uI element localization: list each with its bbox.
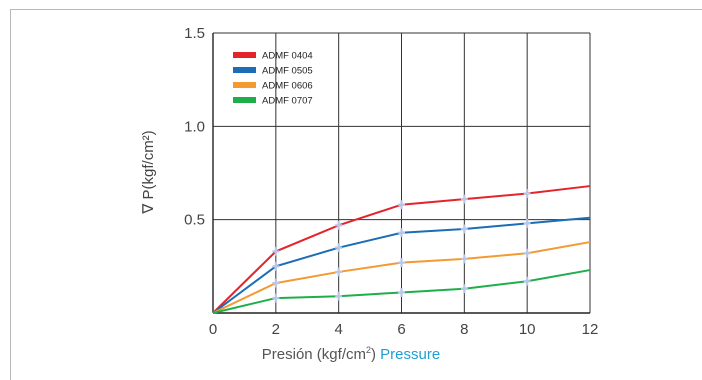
x-axis-label-en: Pressure bbox=[380, 346, 441, 363]
data-point bbox=[398, 258, 405, 268]
x-axis-label: Presión (kgf/cm2) Pressure bbox=[0, 345, 702, 363]
legend-label: ADMF 0606 bbox=[262, 81, 313, 92]
data-point bbox=[398, 228, 405, 238]
data-point bbox=[523, 189, 531, 199]
axes bbox=[212, 33, 590, 314]
legend-label: ADMF 0404 bbox=[262, 51, 313, 62]
legend-swatch bbox=[233, 52, 256, 58]
legend: ADMF 0404 ADMF 0505 ADMF 0606 ADMF 0707 bbox=[233, 51, 313, 107]
y-tick-labels: 1.5 1.0 0.5 bbox=[184, 25, 205, 229]
data-point bbox=[460, 254, 468, 264]
data-point bbox=[398, 200, 405, 210]
legend-swatch bbox=[233, 82, 256, 88]
x-tick-label: 6 bbox=[397, 321, 405, 338]
data-point bbox=[272, 261, 280, 271]
y-tick-label: 1.0 bbox=[184, 118, 205, 135]
data-point bbox=[523, 218, 531, 228]
data-markers bbox=[272, 189, 531, 303]
data-point bbox=[460, 284, 468, 294]
y-axis-label: ∇ P(kgf/cm²) bbox=[140, 130, 157, 214]
x-axis-label-close: ) bbox=[371, 346, 376, 363]
data-point bbox=[272, 278, 280, 288]
data-point bbox=[523, 248, 531, 258]
y-tick-label: 1.5 bbox=[184, 25, 205, 42]
data-point bbox=[335, 220, 343, 230]
x-axis-label-sup: 2 bbox=[365, 345, 371, 355]
data-point bbox=[272, 246, 280, 256]
data-point bbox=[523, 276, 531, 286]
legend-swatch bbox=[233, 67, 256, 73]
data-point bbox=[272, 293, 280, 303]
x-tick-labels: 0 2 4 6 8 10 12 bbox=[209, 321, 599, 338]
data-point bbox=[460, 194, 468, 204]
legend-swatch bbox=[233, 97, 256, 103]
x-tick-label: 10 bbox=[519, 321, 536, 338]
legend-label: ADMF 0707 bbox=[262, 96, 313, 107]
data-point bbox=[460, 224, 468, 234]
x-tick-label: 8 bbox=[460, 321, 468, 338]
legend-label: ADMF 0505 bbox=[262, 66, 313, 77]
y-tick-label: 0.5 bbox=[184, 212, 205, 229]
x-axis-label-es: Presión (kgf/cm bbox=[261, 346, 366, 363]
data-point bbox=[335, 243, 343, 253]
data-point bbox=[335, 291, 343, 301]
x-tick-label: 4 bbox=[334, 321, 342, 338]
x-tick-label: 0 bbox=[209, 321, 217, 338]
data-point bbox=[335, 267, 343, 277]
data-point bbox=[398, 287, 405, 297]
x-tick-label: 12 bbox=[582, 321, 599, 338]
chart-frame bbox=[10, 9, 702, 380]
x-tick-label: 2 bbox=[272, 321, 280, 338]
